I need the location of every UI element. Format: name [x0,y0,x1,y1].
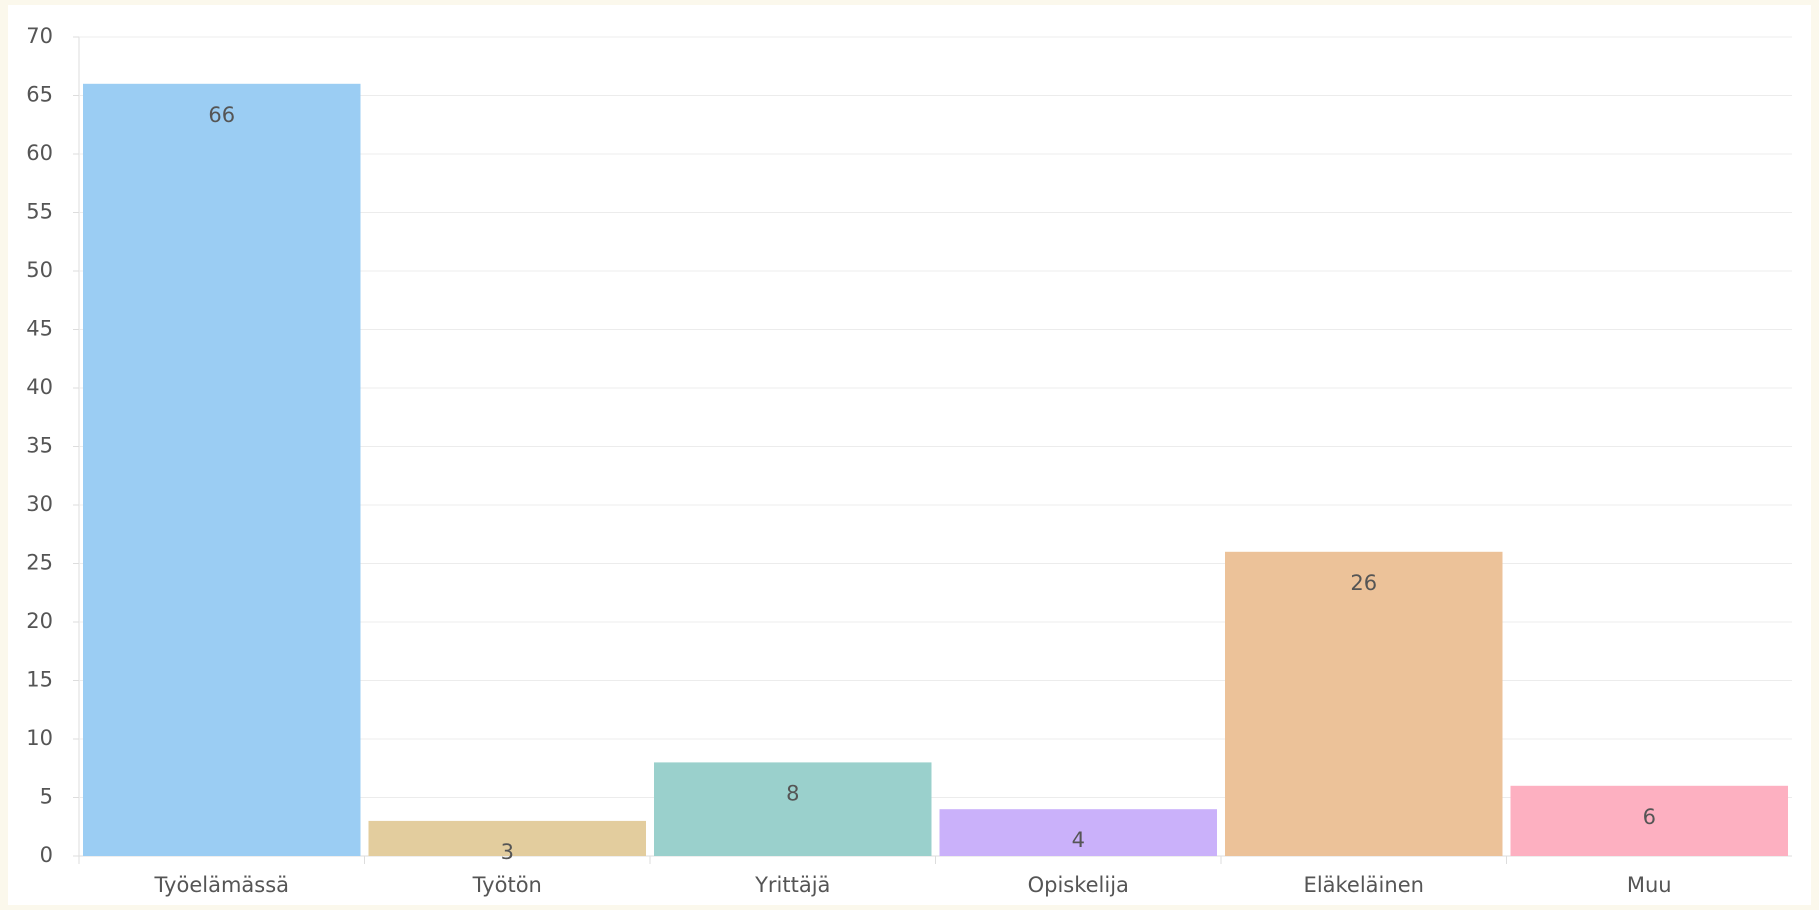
y-tick-label: 30 [26,492,53,516]
y-tick-label: 60 [26,141,53,165]
y-tick-label: 70 [26,24,53,48]
data-label: 66 [208,103,235,127]
x-tick-label: Työtön [472,873,542,897]
x-tick-label: Työelämässä [153,873,289,897]
y-tick-label: 45 [26,317,53,341]
bar [939,809,1217,856]
bar [83,83,361,857]
data-label: 6 [1643,805,1656,829]
bar [654,762,932,856]
y-tick-label: 50 [26,258,53,282]
x-tick-label: Yrittäjä [754,873,830,897]
y-tick-label: 10 [26,726,53,750]
y-tick-label: 15 [26,668,53,692]
data-label: 4 [1072,828,1085,852]
y-tick-label: 65 [26,83,53,107]
x-tick-label: Muu [1627,873,1672,897]
bar [368,820,646,856]
y-tick-label: 5 [40,785,53,809]
x-tick-label: Eläkeläinen [1304,873,1424,897]
data-label: 3 [501,840,514,864]
bar [1225,551,1503,856]
y-tick-label: 40 [26,375,53,399]
x-tick-label: Opiskelija [1028,873,1129,897]
data-label: 26 [1350,571,1377,595]
y-tick-label: 55 [26,200,53,224]
bar [1510,785,1788,856]
y-tick-label: 0 [40,843,53,867]
data-label: 8 [786,781,799,805]
y-tick-label: 35 [26,434,53,458]
y-tick-label: 25 [26,551,53,575]
y-tick-label: 20 [26,609,53,633]
